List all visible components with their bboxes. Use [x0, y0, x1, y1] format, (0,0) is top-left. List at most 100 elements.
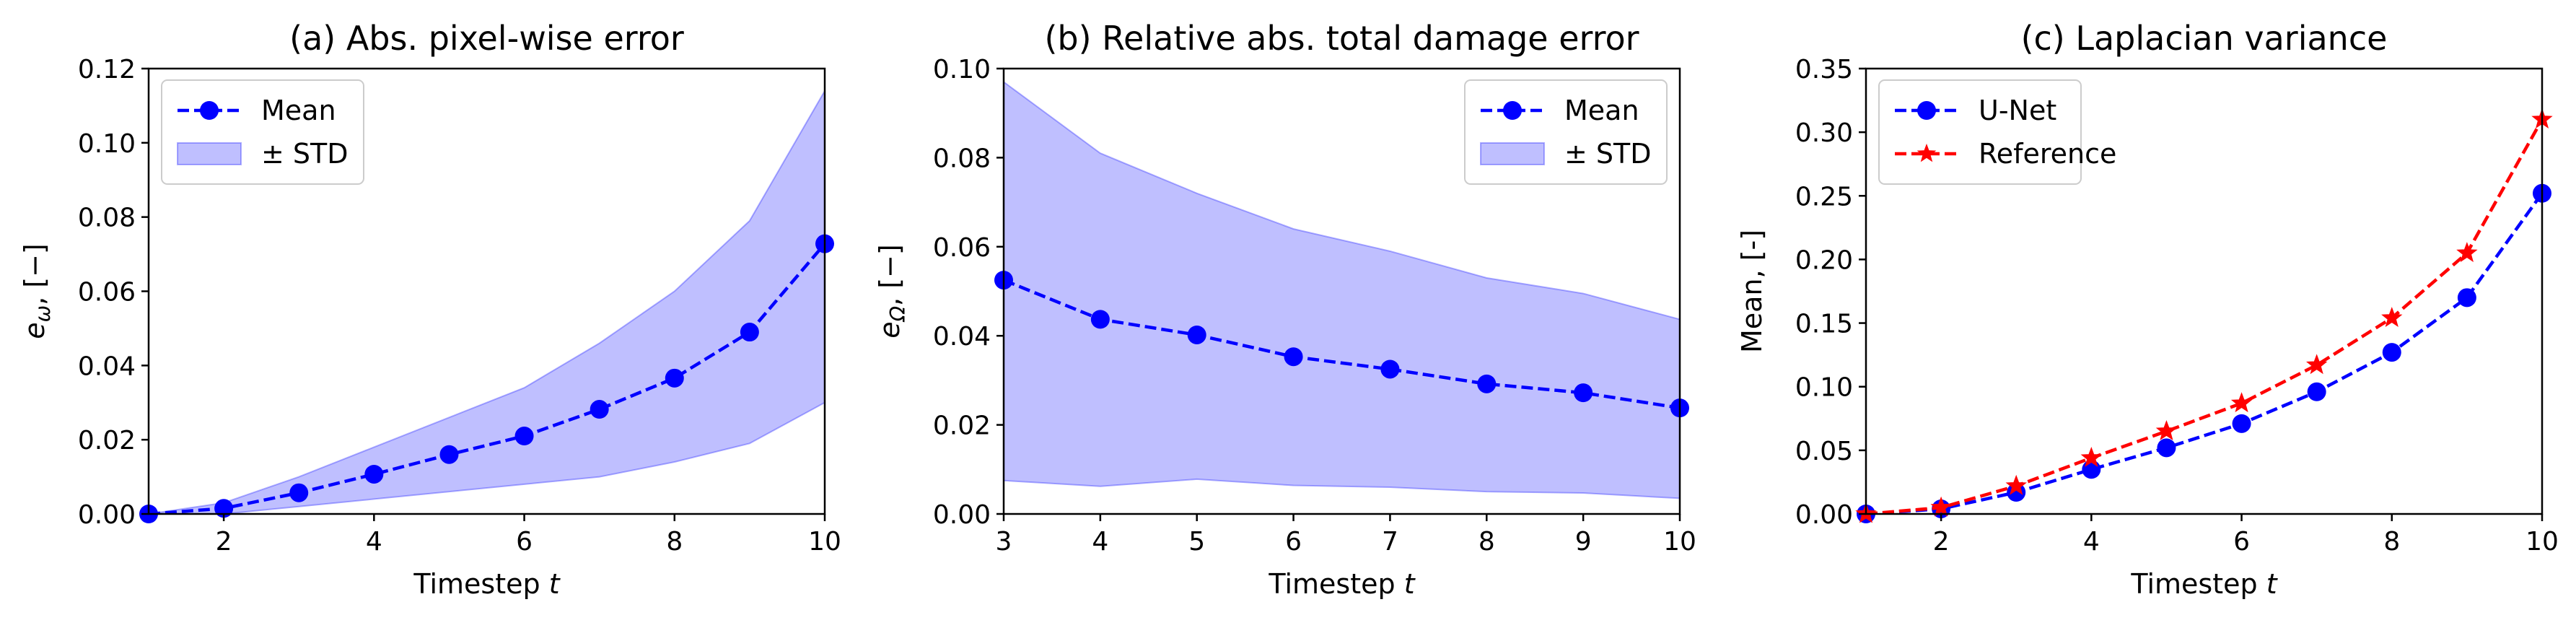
x-tick-label: 4: [2083, 527, 2100, 557]
data-point: [2005, 474, 2027, 495]
y-tick-label: 0.35: [1795, 55, 1853, 84]
data-point: [1930, 496, 1952, 517]
y-tick-label: 0.00: [78, 500, 136, 530]
x-tick-label: 6: [1285, 527, 1302, 557]
x-tick-label: 5: [1188, 527, 1205, 557]
y-tick-label: 0.05: [1795, 437, 1853, 466]
x-tick-label: 2: [216, 527, 232, 557]
x-tick-label: 4: [366, 527, 382, 557]
chart-panel-2: 3 4 5 6 7 8 9 10 0.00 0.02 0.04 0.06 0.08 0.10 (b) Rel…: [874, 19, 1696, 600]
data-point: [2007, 483, 2026, 502]
y-tick-label: 0.00: [933, 500, 991, 530]
legend-band-patch: [177, 142, 242, 165]
axes-frame: [1002, 67, 1681, 515]
series-line-mean: [149, 243, 825, 514]
data-point: [1477, 374, 1497, 393]
data-point: [1187, 325, 1206, 344]
data-point: [514, 427, 534, 446]
data-point: [665, 368, 684, 388]
x-tick-label: 4: [1092, 527, 1108, 557]
x-tick-label: 10: [2525, 527, 2559, 557]
x-tick-label: 8: [666, 527, 683, 557]
data-point: [740, 323, 759, 342]
data-point: [2082, 460, 2101, 479]
y-tick-label: 0.04: [933, 322, 991, 352]
y-tick-label: 0.10: [1795, 373, 1853, 403]
x-tick-label: 10: [1663, 527, 1696, 557]
y-tick-label: 0.06: [78, 278, 136, 308]
data-point: [2381, 307, 2403, 328]
x-tick-label: 3: [996, 527, 1012, 557]
x-tick-label: 6: [516, 527, 533, 557]
y-tick-label: 0.30: [1795, 118, 1853, 148]
legend-marker: [200, 101, 219, 120]
x-tick-label: 7: [1382, 527, 1398, 557]
y-tick-label: 0.12: [78, 55, 136, 84]
data-point: [2382, 343, 2401, 362]
chart-panel-3: 2 4 6 8 10 0.00 0.05 0.10 0.15 0.20 0.25 0.30 0.35 (c…: [1736, 19, 2559, 600]
legend-label: ± STD: [261, 138, 349, 170]
data-point: [364, 464, 384, 484]
data-point: [439, 445, 459, 464]
data-point: [2305, 354, 2328, 375]
legend-marker: [1503, 101, 1522, 120]
y-tick-label: 0.25: [1795, 182, 1853, 211]
data-point: [2080, 447, 2103, 467]
y-tick-label: 0.10: [933, 55, 991, 84]
x-tick-label: 2: [1933, 527, 1950, 557]
y-tick-label: 0.00: [1795, 500, 1853, 530]
data-point: [1380, 359, 1400, 379]
std-band: [149, 89, 825, 514]
legend-label: Mean: [261, 95, 336, 126]
legend: Mean ± STD: [161, 79, 364, 185]
data-point: [1284, 347, 1303, 367]
y-axis-label: eω, [−]: [19, 243, 55, 339]
chart-title: (c) Laplacian variance: [2021, 19, 2388, 58]
data-point: [2232, 414, 2251, 433]
legend-marker: [1917, 101, 1936, 120]
data-point: [2155, 419, 2178, 440]
x-tick-label: 9: [1575, 527, 1592, 557]
legend-label: ± STD: [1564, 138, 1652, 170]
series-line-reference: [1866, 118, 2542, 514]
legend-label: Mean: [1564, 95, 1639, 126]
y-tick-label: 0.02: [78, 426, 136, 455]
x-axis-label: Timestep t: [1268, 568, 1416, 600]
legend: U-Net Reference: [1878, 79, 2116, 185]
series-line-mean: [1004, 278, 1680, 410]
y-tick-label: 0.15: [1795, 310, 1853, 339]
data-point: [2456, 242, 2478, 263]
y-tick-label: 0.04: [78, 352, 136, 381]
data-point: [2230, 392, 2253, 413]
y-tick-label: 0.10: [78, 129, 136, 159]
data-point: [2157, 438, 2176, 458]
legend: Mean ± STD: [1464, 79, 1668, 185]
y-tick-label: 0.08: [78, 204, 136, 233]
std-band: [1004, 81, 1680, 500]
y-axis-label: Mean, [-]: [1736, 230, 1768, 353]
data-point: [2457, 288, 2476, 308]
legend-label: Reference: [1979, 138, 2116, 170]
data-point: [1574, 383, 1593, 403]
chart-title: (b) Relative abs. total damage error: [1044, 19, 1639, 58]
y-tick-label: 0.20: [1795, 245, 1853, 275]
legend-band-patch: [1480, 142, 1545, 165]
chart-panel-1: 2 4 6 8 10 0.00 0.02 0.04 0.06 0.08 0.10 0.12 (a) Ab…: [19, 19, 841, 600]
x-tick-label: 6: [2233, 527, 2250, 557]
data-point: [590, 400, 609, 419]
y-tick-label: 0.06: [933, 233, 991, 263]
data-point: [2307, 382, 2326, 401]
y-tick-label: 0.02: [933, 411, 991, 441]
y-tick-label: 0.08: [933, 144, 991, 173]
x-tick-label: 8: [2383, 527, 2400, 557]
legend-marker: [1916, 144, 1937, 162]
x-axis-label: Timestep t: [2130, 568, 2278, 600]
data-point: [1090, 310, 1110, 329]
series-line-u-net: [1866, 192, 2542, 514]
data-point: [289, 483, 309, 502]
x-axis-label: Timestep t: [413, 568, 561, 600]
legend-label: U-Net: [1979, 95, 2056, 126]
x-tick-label: 10: [808, 527, 841, 557]
x-tick-label: 8: [1478, 527, 1495, 557]
